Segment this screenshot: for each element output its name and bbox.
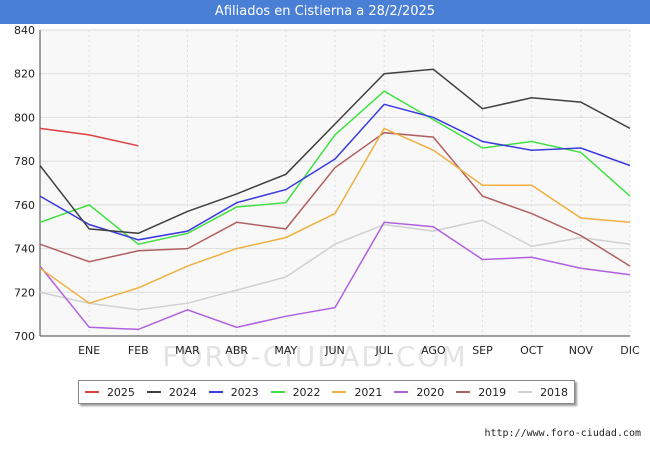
legend-swatch bbox=[456, 391, 471, 393]
axes: 700 720 740 760 780 800 820 840 ENE FEB MAR ABR MAY J… bbox=[14, 24, 640, 357]
y-tick-label: 840 bbox=[14, 24, 35, 37]
watermark: FORO-CIUDAD.COM bbox=[162, 340, 467, 373]
legend-label: 2022 bbox=[292, 385, 321, 399]
legend-item-2018: 2018 bbox=[518, 386, 568, 399]
legend-label: 2020 bbox=[416, 385, 445, 399]
legend-label: 2019 bbox=[478, 385, 507, 399]
legend-swatch bbox=[146, 391, 161, 393]
x-tick-label: JUN bbox=[324, 344, 345, 357]
series-line-2023 bbox=[39, 103, 631, 241]
y-tick-label: 740 bbox=[14, 243, 35, 256]
x-tick-label: ENE bbox=[78, 344, 100, 357]
legend-swatch bbox=[518, 391, 533, 393]
y-tick-label: 800 bbox=[14, 111, 35, 124]
legend-swatch bbox=[208, 391, 223, 393]
legend-item-2023: 2023 bbox=[208, 385, 259, 399]
legend-item-2022: 2022 bbox=[270, 385, 321, 399]
legend: 2025 2024 2023 2022 2021 2020 2019 2018 bbox=[78, 380, 575, 404]
x-tick-label: NOV bbox=[569, 344, 594, 357]
legend-item-2019: 2019 bbox=[456, 386, 506, 399]
x-tick-label: MAY bbox=[274, 344, 297, 357]
legend-item-2021: 2021 bbox=[332, 386, 382, 399]
x-tick-label: MAR bbox=[175, 344, 200, 357]
legend-label: 2024 bbox=[168, 385, 197, 399]
legend-label: 2023 bbox=[230, 385, 259, 399]
y-tick-label: 780 bbox=[14, 155, 35, 168]
x-tick-label: DIC bbox=[620, 344, 640, 357]
legend-item-2024: 2024 bbox=[146, 385, 197, 399]
x-tick-label: SEP bbox=[472, 344, 493, 357]
legend-item-2025: 2025 bbox=[84, 385, 135, 399]
series-line-2018 bbox=[39, 219, 631, 311]
legend-swatch bbox=[394, 391, 409, 393]
series-lines bbox=[39, 68, 631, 331]
legend-swatch bbox=[270, 391, 285, 393]
x-tick-label: ABR bbox=[225, 344, 248, 357]
y-tick-label: 820 bbox=[14, 68, 35, 81]
legend-swatch bbox=[84, 391, 99, 393]
grid-lines bbox=[40, 29, 631, 337]
series-line-2025 bbox=[39, 127, 139, 147]
x-tick-label: FEB bbox=[128, 344, 149, 357]
source-url[interactable]: http://www.foro-ciudad.com bbox=[484, 428, 641, 439]
y-tick-label: 720 bbox=[14, 286, 35, 299]
series-line-2021 bbox=[39, 127, 631, 305]
x-tick-label: AGO bbox=[421, 344, 446, 357]
series-line-2022 bbox=[39, 90, 631, 246]
legend-label: 2018 bbox=[540, 385, 569, 399]
legend-swatch bbox=[332, 391, 347, 393]
chart-title: Afiliados en Cistierna a 28/2/2025 bbox=[0, 0, 650, 24]
series-line-2024 bbox=[39, 68, 631, 235]
legend-label: 2025 bbox=[106, 385, 135, 399]
legend-label: 2021 bbox=[354, 385, 383, 399]
x-tick-label: OCT bbox=[520, 344, 543, 357]
y-tick-label: 700 bbox=[14, 330, 35, 343]
series-line-2019 bbox=[39, 131, 631, 267]
y-tick-label: 760 bbox=[14, 199, 35, 212]
line-chart: FORO-CIUDAD.COM 700 720 740 760 780 800 820 840… bbox=[14, 24, 640, 373]
series-line-2020 bbox=[39, 221, 631, 331]
x-tick-label: JUL bbox=[374, 344, 393, 357]
legend-item-2020: 2020 bbox=[394, 386, 444, 399]
